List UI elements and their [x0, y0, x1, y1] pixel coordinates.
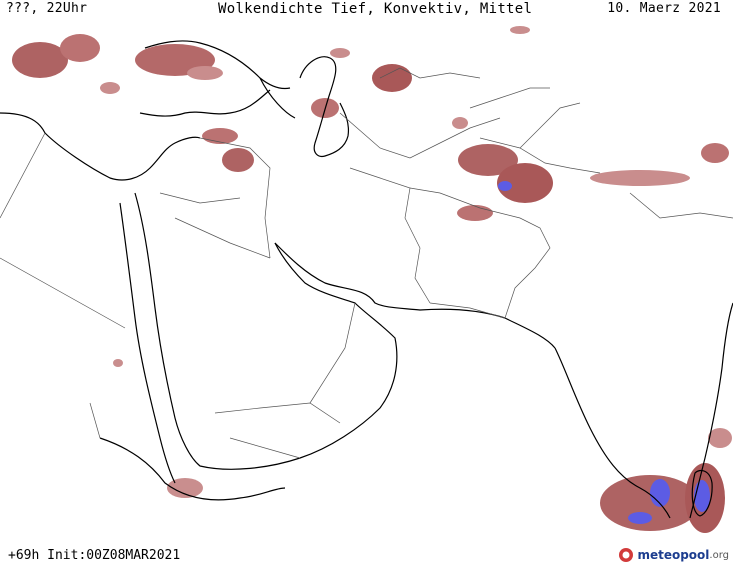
logo-droplet-icon	[619, 548, 634, 562]
map-title: Wolkendichte Tief, Konvektiv, Mittel	[218, 1, 533, 17]
coastlines	[0, 40, 733, 519]
valid-date: 10. Maerz 2021	[607, 1, 721, 16]
cloud-layer	[12, 26, 732, 533]
run-label: ???, 22Uhr	[6, 1, 88, 16]
logo-name: meteopool	[637, 548, 710, 562]
meteopool-logo: meteopool .org	[618, 545, 729, 565]
country-borders	[0, 67, 733, 459]
header-bar: ???, 22Uhr Wolkendichte Tief, Konvektiv,…	[0, 0, 733, 20]
weather-map	[0, 26, 733, 533]
logo-tld: .org	[709, 549, 729, 561]
init-label: +69h Init:00Z08MAR2021	[8, 548, 181, 563]
footer-bar: +69h Init:00Z08MAR2021 meteopool .org	[0, 545, 733, 566]
